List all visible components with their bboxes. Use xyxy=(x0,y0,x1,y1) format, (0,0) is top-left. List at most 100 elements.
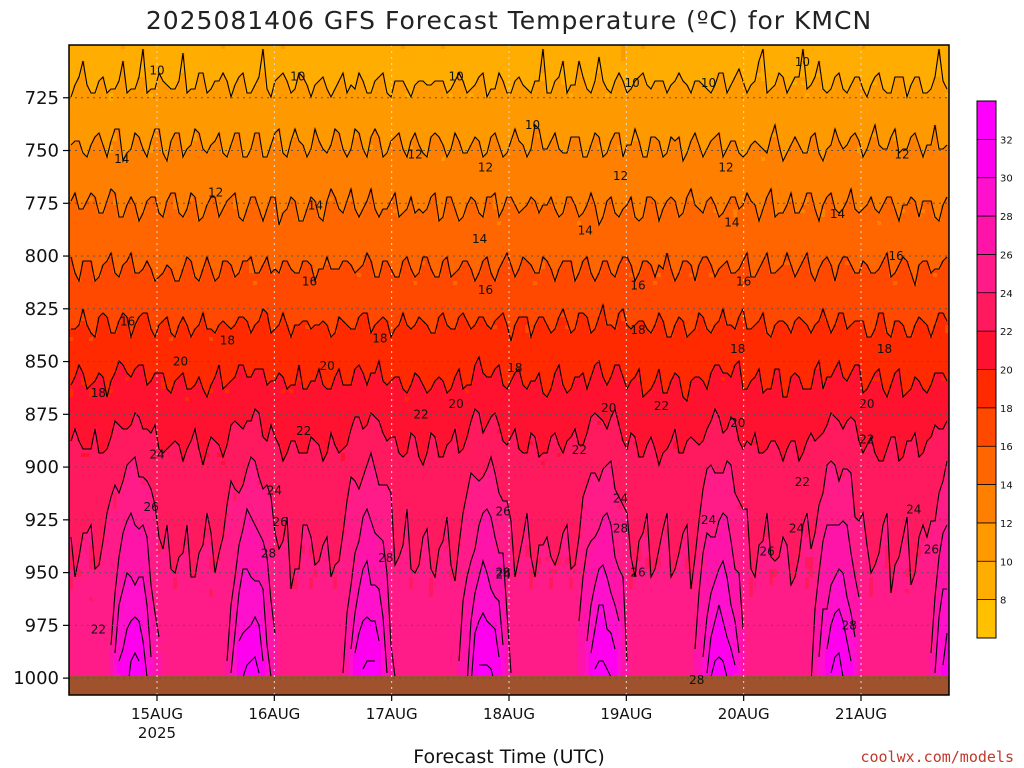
contour-label: 28 xyxy=(613,521,628,535)
contour-label: 28 xyxy=(378,551,393,565)
colorbar-tick-label: 14 xyxy=(1000,481,1013,492)
contour-label: 26 xyxy=(495,504,510,518)
contour-label: 24 xyxy=(701,513,716,527)
chart-title: 2025081406 GFS Forecast Temperature (ºC)… xyxy=(146,6,872,35)
y-tick-label: 900 xyxy=(25,457,59,478)
contour-label: 14 xyxy=(578,224,593,238)
y-tick-label: 775 xyxy=(25,193,59,214)
colorbar-tick-label: 16 xyxy=(1000,442,1013,453)
credit-text: coolwx.com/models xyxy=(860,748,1014,766)
contour-label: 22 xyxy=(91,623,106,637)
colorbar-tick-label: 32 xyxy=(1000,135,1013,146)
contour-label: 20 xyxy=(173,355,188,369)
colorbar-swatch xyxy=(977,522,996,562)
contour-label: 18 xyxy=(630,323,645,337)
y-tick-label: 875 xyxy=(25,404,59,425)
contour-label: 18 xyxy=(372,331,387,345)
colorbar-tick-label: 18 xyxy=(1000,404,1013,415)
contour-label: 28 xyxy=(261,547,276,561)
contour-label: 24 xyxy=(906,502,921,516)
contour-label: 16 xyxy=(889,249,904,263)
colorbar: 8 10 12 14 16 18 20 22 24 26 28 30 32 xyxy=(976,100,1013,639)
contour-label: 12 xyxy=(613,169,628,183)
contour-label: 22 xyxy=(413,407,428,421)
contour-label: 20 xyxy=(449,397,464,411)
colorbar-swatch xyxy=(977,331,996,370)
contour-label: 14 xyxy=(830,207,845,221)
x-axis-label: Forecast Time (UTC) xyxy=(413,746,604,768)
colorbar-tick-label: 26 xyxy=(1000,250,1013,261)
colorbar-tick-label: 12 xyxy=(1000,519,1013,530)
contour-label: 24 xyxy=(789,521,804,535)
contour-label: 12 xyxy=(407,148,422,162)
contour-label: 12 xyxy=(208,186,223,200)
contour-label: 18 xyxy=(877,342,892,356)
y-tick-label: 850 xyxy=(25,352,59,373)
contour-label: 18 xyxy=(507,361,522,375)
contour-label: 12 xyxy=(478,160,493,174)
contour-label: 18 xyxy=(220,333,235,347)
x-tick-label: 19AUG xyxy=(600,705,652,723)
x-tick-label: 16AUG xyxy=(248,705,300,723)
contour-label: 26 xyxy=(924,542,939,556)
contour-label: 10 xyxy=(795,55,810,69)
y-tick-label: 950 xyxy=(25,563,59,584)
y-tick-label: 725 xyxy=(25,88,59,109)
contour-label: 20 xyxy=(730,416,745,430)
x-tick-label: 18AUG xyxy=(483,705,535,723)
grid-lines xyxy=(69,45,949,695)
colorbar-tick-label: 30 xyxy=(1000,174,1013,185)
contour-labels: 10 10 10 10 10 10 10 12 12 12 12 12 12 14 14 14 14 14 14 16… xyxy=(91,55,939,687)
colorbar-swatch xyxy=(977,484,996,524)
contour-label: 28 xyxy=(842,618,857,632)
colorbar-swatch xyxy=(977,101,996,140)
colorbar-swatch xyxy=(977,369,996,409)
contour-label: 14 xyxy=(724,215,739,229)
contour-label: 26 xyxy=(630,566,645,580)
contour-label: 22 xyxy=(859,433,874,447)
contour-label: 12 xyxy=(718,160,733,174)
ground-surface xyxy=(69,676,949,695)
colorbar-swatch xyxy=(977,446,996,486)
contour-label: 10 xyxy=(149,63,164,77)
colorbar-tick-label: 8 xyxy=(1000,596,1006,607)
contour-label: 16 xyxy=(302,274,317,288)
contour-label: 26 xyxy=(759,544,774,558)
contour-label: 28 xyxy=(689,673,704,687)
colorbar-tick-label: 28 xyxy=(1000,212,1013,223)
x-axis-year: 2025 xyxy=(138,724,176,742)
y-tick-label: 825 xyxy=(25,299,59,320)
contour-label: 24 xyxy=(267,483,282,497)
contour-label: 18 xyxy=(91,386,106,400)
contour-label: 10 xyxy=(449,70,464,84)
contour-label: 26 xyxy=(143,500,158,514)
temperature-contours xyxy=(70,48,948,694)
y-tick-label: 925 xyxy=(25,510,59,531)
contour-label: 24 xyxy=(613,492,628,506)
colorbar-swatch xyxy=(977,599,996,639)
colorbar-swatch xyxy=(977,177,996,217)
contour-label: 16 xyxy=(630,279,645,293)
y-tick-label: 975 xyxy=(25,615,59,636)
contour-label: 22 xyxy=(654,399,669,413)
contour-label: 10 xyxy=(701,76,716,90)
x-tick-label: 15AUG xyxy=(131,705,183,723)
contour-label: 18 xyxy=(730,342,745,356)
y-axis: 725 750 775 800 825 850 875 900 925 950 975 1000 xyxy=(13,88,69,689)
colorbar-tick-label: 20 xyxy=(1000,366,1013,377)
y-tick-label: 800 xyxy=(25,246,59,267)
colorbar-swatch xyxy=(977,292,996,332)
contour-label: 10 xyxy=(525,118,540,132)
contour-label: 14 xyxy=(472,232,487,246)
contour-label: 20 xyxy=(601,401,616,415)
colorbar-swatch xyxy=(977,407,996,447)
x-tick-label: 21AUG xyxy=(835,705,887,723)
contour-label: 12 xyxy=(894,148,909,162)
y-tick-label: 750 xyxy=(25,141,59,162)
colorbar-swatch xyxy=(977,254,996,294)
contour-label: 10 xyxy=(625,76,640,90)
contour-label: 20 xyxy=(859,397,874,411)
x-axis: 15AUG 16AUG 17AUG 18AUG 19AUG 20AUG 21AUG xyxy=(131,695,887,723)
colorbar-tick-label: 22 xyxy=(1000,327,1013,338)
